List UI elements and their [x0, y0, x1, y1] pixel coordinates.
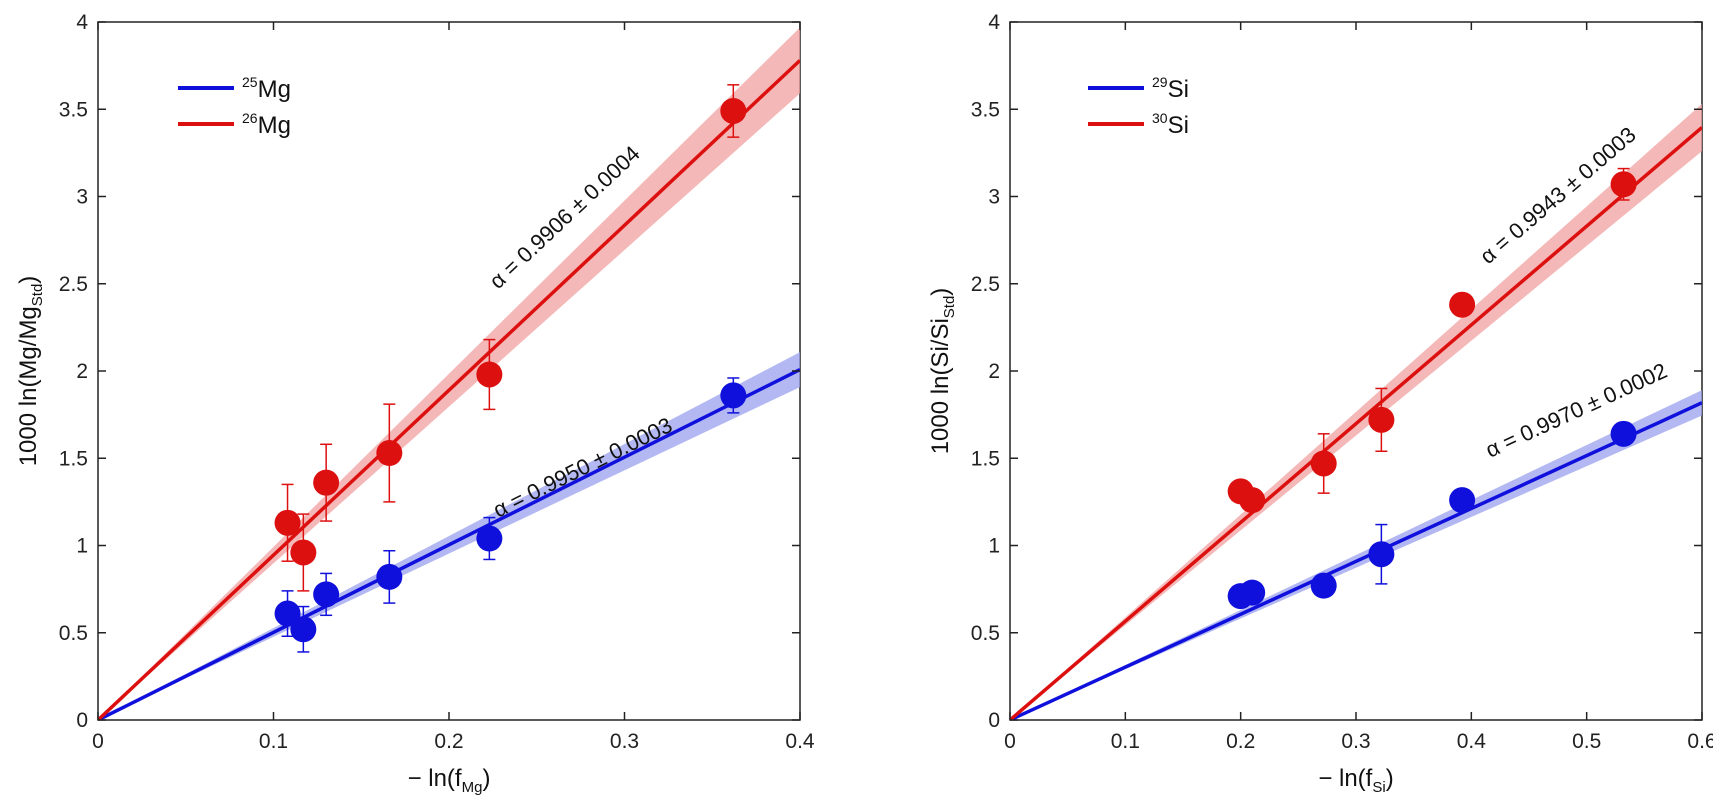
fit-line-29 — [1010, 401, 1702, 720]
legend-label: 25Mg — [242, 74, 291, 103]
x-tick-label: 0.3 — [1341, 730, 1370, 753]
plot-area — [1010, 103, 1702, 720]
data-point-29-2 — [1239, 579, 1266, 606]
y-tick-label: 0 — [76, 709, 88, 732]
y-tick-label: 2 — [76, 360, 88, 383]
data-point-25-5 — [476, 525, 503, 552]
x-tick-label: 0 — [92, 730, 104, 753]
x-tick-label: 0.2 — [434, 730, 463, 753]
fit-line-26 — [98, 59, 800, 720]
chart-panel-1: 0 0.1 0.2 0.3 0.4 0 0.5 1 1.5 2 2.5 3 3.5 4 − ln(fMg) 1… — [15, 11, 815, 796]
y-tick-label: 4 — [988, 11, 1000, 34]
y-tick-label: 1 — [76, 535, 88, 558]
y-axis-label: 1000 ln(Mg/MgStd) — [15, 276, 46, 467]
y-tick-label: 2.5 — [971, 273, 1000, 296]
y-tick-label: 3 — [988, 186, 1000, 209]
legend-entry-26: 26Mg — [178, 110, 291, 139]
y-axis-label: 1000 ln(Si/SiStd) — [927, 288, 958, 455]
data-point-26-1 — [274, 509, 301, 536]
data-point-29-6 — [1610, 420, 1637, 447]
fit-line-30 — [1010, 126, 1702, 720]
data-point-26-6 — [720, 97, 747, 124]
x-tick-label: 0.6 — [1687, 730, 1713, 753]
x-tick-label: 0 — [1004, 730, 1016, 753]
fit-line-25 — [98, 368, 800, 720]
y-tick-label: 2 — [988, 360, 1000, 383]
data-point-25-6 — [720, 382, 747, 409]
x-axis-label: − ln(fMg) — [408, 765, 491, 796]
y-tick-label: 3.5 — [971, 98, 1000, 121]
data-point-30-6 — [1610, 171, 1637, 198]
y-tick-label: 0 — [988, 709, 1000, 732]
data-point-25-2 — [290, 616, 317, 643]
data-point-26-4 — [376, 440, 403, 467]
data-point-26-3 — [313, 469, 340, 496]
y-tick-label: 3 — [76, 186, 88, 209]
y-tick-label: 3.5 — [59, 98, 88, 121]
data-point-30-5 — [1449, 291, 1476, 318]
x-tick-label: 0.4 — [1457, 730, 1487, 753]
data-point-25-1 — [274, 600, 301, 627]
plot-area — [98, 27, 800, 720]
x-tick-label: 0.1 — [259, 730, 288, 753]
plot-frame — [97, 21, 801, 721]
data-point-30-3 — [1310, 450, 1337, 477]
data-point-30-2 — [1239, 487, 1266, 514]
legend-label: 29Si — [1152, 74, 1189, 103]
x-tick-label: 0.1 — [1111, 730, 1140, 753]
legend-entry-30: 30Si — [1088, 110, 1189, 139]
x-tick-label: 0.2 — [1226, 730, 1255, 753]
data-point-25-4 — [376, 563, 403, 590]
data-point-30-4 — [1368, 406, 1395, 433]
legend-label: 26Mg — [242, 110, 291, 139]
y-tick-label: 0.5 — [59, 622, 88, 645]
chart-panel-2: 0 0.1 0.2 0.3 0.4 0.5 0.6 0 0.5 1 1.5 2 2.5 3 3.5 4 − ln… — [927, 11, 1713, 796]
x-tick-label: 0.4 — [785, 730, 815, 753]
confidence-band-26 — [98, 27, 800, 720]
legend-entry-25: 25Mg — [178, 74, 291, 103]
data-point-29-5 — [1449, 487, 1476, 514]
x-tick-label: 0.5 — [1572, 730, 1601, 753]
y-tick-label: 1 — [988, 535, 1000, 558]
plot-frame — [1009, 21, 1703, 721]
confidence-band-30 — [1010, 103, 1702, 720]
legend-label: 30Si — [1152, 110, 1189, 139]
confidence-band-29 — [1010, 390, 1702, 720]
y-tick-label: 1.5 — [59, 447, 88, 470]
x-axis-label: − ln(fSi) — [1318, 765, 1393, 796]
confidence-band-25 — [98, 352, 800, 720]
data-point-25-3 — [313, 581, 340, 608]
y-tick-label: 0.5 — [971, 622, 1000, 645]
data-point-29-4 — [1368, 541, 1395, 568]
legend-entry-29: 29Si — [1088, 74, 1189, 103]
data-point-29-3 — [1310, 572, 1337, 599]
y-tick-label: 2.5 — [59, 273, 88, 296]
x-tick-label: 0.3 — [610, 730, 639, 753]
data-point-26-2 — [290, 539, 317, 566]
y-tick-label: 1.5 — [971, 447, 1000, 470]
y-tick-label: 4 — [76, 11, 88, 34]
data-point-26-5 — [476, 361, 503, 388]
